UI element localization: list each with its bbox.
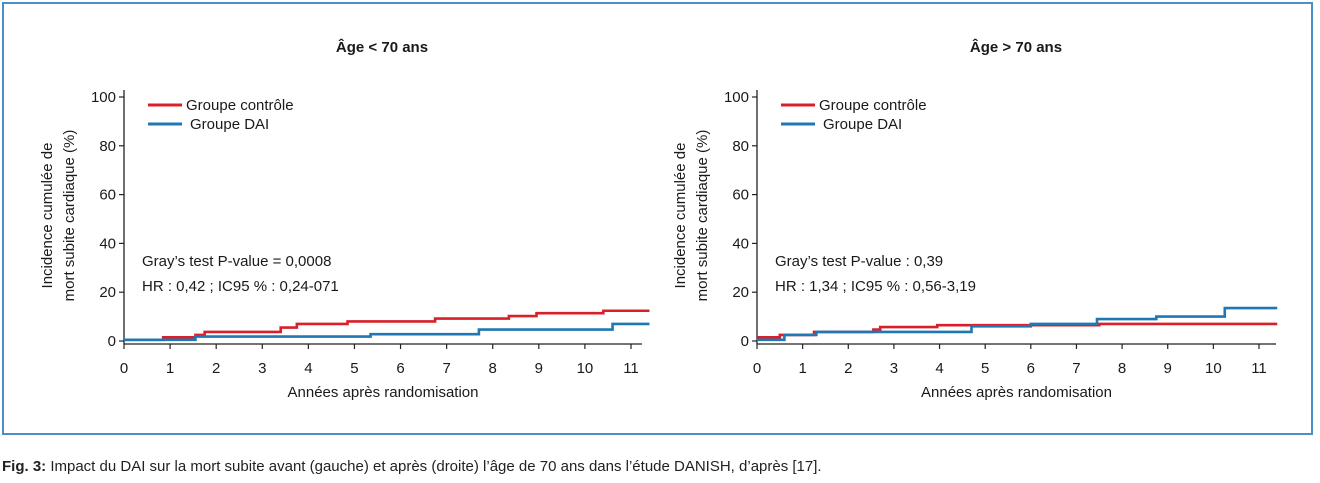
panel1-annotation-pvalue: Gray’s test P-value = 0,0008: [142, 253, 331, 270]
panel2-y-tick-label-40: 40: [732, 235, 749, 252]
panel1-y-tick-label-60: 60: [99, 187, 116, 204]
panel2-x-tick-label-2: 2: [844, 360, 852, 377]
panel1-x-tick-label-5: 5: [350, 360, 358, 377]
caption-text: Impact du DAI sur la mort subite avant (…: [46, 458, 822, 475]
figure-caption: Fig. 3: Impact du DAI sur la mort subite…: [2, 458, 822, 475]
panel1-y-tick-label-40: 40: [99, 235, 116, 252]
panel2-y-tick-label-0: 0: [741, 333, 749, 350]
panel2-x-tick-label-10: 10: [1205, 360, 1222, 377]
panel2-y-tick-label-80: 80: [732, 138, 749, 155]
panel1-x-axis-label: Années après randomisation: [288, 384, 479, 401]
panel1-x-tick-label-9: 9: [535, 360, 543, 377]
panel2-x-tick-label-4: 4: [935, 360, 943, 377]
caption-label: Fig. 3:: [2, 458, 47, 475]
panel2-legend-label-dai: Groupe DAI: [823, 116, 902, 133]
panel1-x-tick-label-6: 6: [396, 360, 404, 377]
panel2-x-tick-label-8: 8: [1118, 360, 1126, 377]
panel1-chart-title: Âge < 70 ans: [336, 38, 428, 56]
panel1-series-dai-line: [124, 322, 650, 342]
panel2-y-tick-label-60: 60: [732, 187, 749, 204]
panel1-y-tick-label-100: 100: [91, 89, 116, 106]
panel2-x-axis-label: Années après randomisation: [921, 384, 1112, 401]
panel2-y-axis-label-line2: mort subite cardiaque (%): [694, 130, 711, 302]
panel1-y-axis-label-line1: Incidence cumulée de: [39, 143, 56, 289]
panel1-y-tick-label-80: 80: [99, 138, 116, 155]
panel2-x-tick-label-9: 9: [1164, 360, 1172, 377]
panel2-x-tick-label-1: 1: [798, 360, 806, 377]
panel2-x-tick-label-6: 6: [1027, 360, 1035, 377]
panel1-x-tick-label-3: 3: [258, 360, 266, 377]
panel1-x-tick-label-0: 0: [120, 360, 128, 377]
panel1-x-tick-label-8: 8: [489, 360, 497, 377]
panel1-x-tick-label-11: 11: [623, 360, 639, 377]
panel2-x-tick-label-5: 5: [981, 360, 989, 377]
panel2-series-dai-line: [757, 306, 1278, 342]
panel2-y-tick-label-20: 20: [732, 284, 749, 301]
panel1-x-tick-label-10: 10: [577, 360, 594, 377]
panel1-x-tick-label-2: 2: [212, 360, 220, 377]
panel2-x-tick-label-11: 11: [1251, 360, 1267, 377]
figure-frame: Âge < 70 ans 0 20 40 60 80 100 0 1 2 3 4 5 6 7 8 9 10 11 An…: [2, 2, 1313, 435]
panel1-y-tick-label-20: 20: [99, 284, 116, 301]
panel1-y-tick-label-0: 0: [108, 333, 116, 350]
panel1-x-tick-label-4: 4: [304, 360, 312, 377]
panel1-y-axis-label-line2: mort subite cardiaque (%): [61, 130, 78, 302]
panel2-x-tick-label-0: 0: [753, 360, 761, 377]
panel1-annotation-hr: HR : 0,42 ; IC95 % : 0,24-071: [142, 278, 339, 295]
panel1-x-tick-label-7: 7: [442, 360, 450, 377]
panel2-x-tick-label-7: 7: [1072, 360, 1080, 377]
panel2-chart-title: Âge > 70 ans: [970, 38, 1062, 56]
panel2-y-tick-label-100: 100: [724, 89, 749, 106]
panel1-x-tick-label-1: 1: [166, 360, 174, 377]
panel1-legend-label-dai: Groupe DAI: [190, 116, 269, 133]
panel2-annotation-hr: HR : 1,34 ; IC95 % : 0,56-3,19: [775, 278, 976, 295]
panel2-x-tick-label-3: 3: [890, 360, 898, 377]
panel2-legend-label-control: Groupe contrôle: [819, 97, 927, 114]
panel1-legend-label-control: Groupe contrôle: [186, 97, 294, 114]
panel2-annotation-pvalue: Gray’s test P-value : 0,39: [775, 253, 943, 270]
panel2-y-axis-label-line1: Incidence cumulée de: [672, 143, 689, 289]
